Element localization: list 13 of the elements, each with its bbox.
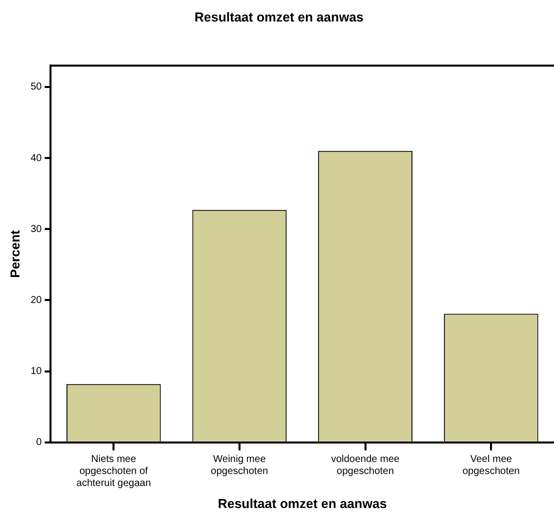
y-tick-label: 10 <box>30 366 42 378</box>
x-tick-label: voldoende mee opgeschoten <box>331 454 400 478</box>
y-axis-title: Percent <box>7 229 22 278</box>
x-tick-label: Veel mee opgeschoten <box>462 454 520 478</box>
chart-title: Resultaat omzet en aanwas <box>194 9 364 24</box>
y-tick-label: 0 <box>36 437 42 448</box>
x-tick-label: Weinig mee opgeschoten <box>210 454 268 478</box>
x-tick-label: Niets mee opgeschoten of achteruit gegaan <box>76 454 151 490</box>
y-tick-label: 40 <box>30 152 42 164</box>
x-axis-title: Resultaat omzet en aanwas <box>218 496 387 511</box>
y-tick-label: 30 <box>30 224 42 235</box>
y-tick-label: 50 <box>30 82 42 93</box>
y-tick-label: 20 <box>30 294 42 306</box>
